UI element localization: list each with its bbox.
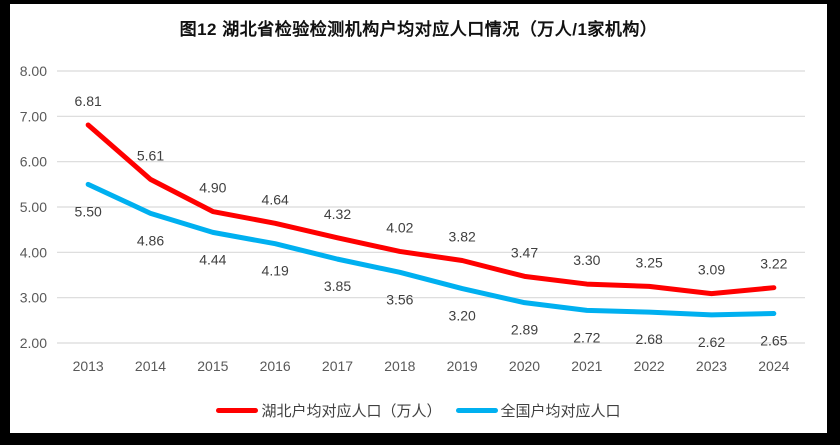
legend-item-hubei: 湖北户均对应人口（万人） (216, 400, 442, 421)
data-label-national: 5.50 (75, 203, 102, 219)
data-label-national: 3.85 (324, 278, 351, 294)
data-label-national: 3.20 (449, 308, 476, 324)
legend-label-hubei: 湖北户均对应人口（万人） (261, 403, 442, 420)
x-axis-label: 2020 (509, 358, 540, 374)
x-axis-label: 2022 (634, 358, 665, 374)
data-label-hubei: 4.02 (386, 219, 413, 235)
y-axis-label: 7.00 (20, 108, 47, 124)
legend-line-national-swatch (455, 408, 498, 413)
x-axis-label: 2014 (135, 358, 166, 374)
plot-area: 2.00 3.00 4.00 5.00 6.00 7.00 8.00 2013 2014 2015… (20, 63, 805, 374)
data-label-hubei: 4.32 (324, 206, 351, 222)
legend-line-hubei-swatch (216, 408, 259, 413)
x-axis-label: 2016 (260, 358, 291, 374)
chart-title: 图12 湖北省检验检测机构户均对应人口情况（万人/1家机构） (179, 20, 658, 39)
data-label-hubei: 4.90 (199, 180, 226, 196)
x-axis-label: 2018 (384, 358, 415, 374)
x-axis-label: 2017 (322, 358, 353, 374)
y-axis-label: 3.00 (20, 290, 47, 306)
data-label-hubei: 3.09 (698, 262, 725, 278)
data-label-hubei: 3.82 (449, 228, 476, 244)
y-axis-label: 4.00 (20, 244, 47, 260)
legend-item-national: 全国户均对应人口 (455, 400, 621, 421)
data-label-national: 2.62 (698, 334, 725, 350)
data-label-hubei: 3.47 (511, 244, 538, 260)
x-axis-label: 2021 (571, 358, 602, 374)
x-axis-label: 2015 (197, 358, 228, 374)
y-axis-label: 5.00 (20, 199, 47, 215)
data-label-hubei: 4.64 (262, 191, 289, 207)
data-label-national: 2.68 (636, 331, 663, 347)
data-label-hubei: 5.61 (137, 147, 164, 163)
data-label-hubei: 6.81 (75, 93, 102, 109)
y-axis-label: 2.00 (20, 335, 47, 351)
y-axis-label: 8.00 (20, 63, 47, 79)
data-label-national: 2.89 (511, 322, 538, 338)
legend: 湖北户均对应人口（万人） 全国户均对应人口 (10, 400, 827, 421)
legend-label-national: 全国户均对应人口 (500, 403, 621, 420)
data-label-national: 2.72 (573, 329, 600, 345)
data-label-national: 4.44 (199, 251, 226, 267)
data-label-hubei: 3.30 (573, 252, 600, 268)
data-label-national: 3.56 (386, 291, 413, 307)
x-axis-label: 2019 (447, 358, 478, 374)
x-axis-label: 2023 (696, 358, 727, 374)
x-axis-label: 2024 (758, 358, 789, 374)
series-line-hubei (85, 122, 777, 297)
data-label-hubei: 3.22 (760, 256, 787, 272)
y-axis-label: 6.00 (20, 154, 47, 170)
x-axis-label: 2013 (73, 358, 104, 374)
data-label-hubei: 3.25 (636, 254, 663, 270)
series-line-national (85, 181, 777, 318)
chart-canvas: 图12 湖北省检验检测机构户均对应人口情况（万人/1家机构） 2.00 3.00 4… (10, 4, 827, 433)
data-label-national: 4.86 (137, 232, 164, 248)
data-label-national: 2.65 (760, 333, 787, 349)
data-label-national: 4.19 (262, 263, 289, 279)
